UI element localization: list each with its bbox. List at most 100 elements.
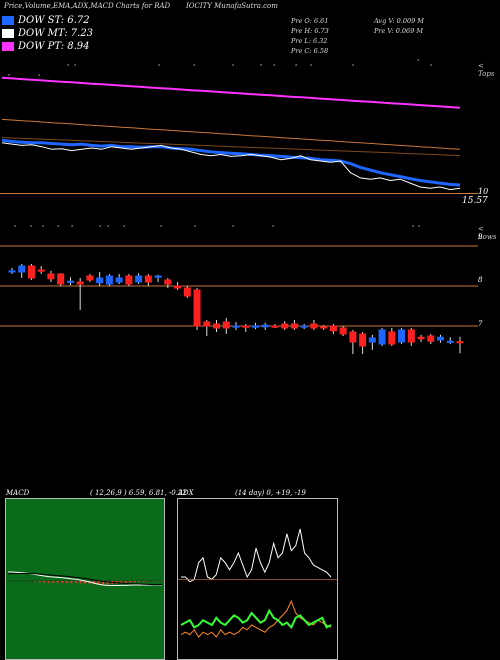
top-marker-13: ° bbox=[430, 64, 433, 70]
candle-marker-12: ° bbox=[412, 225, 415, 231]
candle-body-15 bbox=[154, 275, 162, 278]
legend-pt-swatch bbox=[2, 42, 14, 51]
info-prev-low: Pre L: 6.32 bbox=[291, 37, 328, 45]
candle-body-17 bbox=[174, 285, 182, 289]
candle-body-13 bbox=[135, 275, 143, 283]
candle-body-21 bbox=[213, 323, 221, 329]
candle-body-26 bbox=[261, 324, 269, 328]
candle-body-29 bbox=[290, 323, 298, 329]
top-marker-8: ° bbox=[273, 64, 276, 70]
candle-body-11 bbox=[115, 277, 123, 283]
top-marker-3: ° bbox=[74, 64, 77, 70]
adx-line bbox=[181, 528, 332, 583]
candle-tick-8: 8 bbox=[478, 276, 483, 284]
candle-body-33 bbox=[329, 325, 337, 332]
candle-body-18 bbox=[183, 287, 191, 297]
ema-brown-line bbox=[1, 118, 461, 150]
candle-body-27 bbox=[271, 325, 279, 328]
dow-pt-line bbox=[1, 76, 461, 109]
candle-marker-5: ° bbox=[99, 225, 102, 231]
top-axis-label: < Tops bbox=[478, 62, 495, 78]
candle-body-4 bbox=[47, 273, 55, 280]
candle-axis-label: < Lows bbox=[478, 225, 497, 241]
candle-body-28 bbox=[281, 323, 289, 329]
candle-body-45 bbox=[446, 340, 454, 343]
candle-body-34 bbox=[339, 327, 347, 335]
candle-body-25 bbox=[251, 325, 259, 328]
candle-body-3 bbox=[37, 269, 45, 272]
candle-body-6 bbox=[66, 280, 74, 283]
info-prev-open: Pre O: 6.61 bbox=[291, 17, 329, 25]
top-marker-4: ° bbox=[158, 64, 161, 70]
macd-panel bbox=[5, 498, 165, 660]
candle-body-23 bbox=[232, 325, 240, 328]
adx-title: ADX bbox=[178, 489, 194, 497]
candle-body-0 bbox=[8, 270, 16, 273]
info-prev-close: Pre C: 6.58 bbox=[291, 47, 329, 55]
info-prev-vol: Pre V: 0.069 M bbox=[374, 27, 424, 35]
candle-body-5 bbox=[57, 273, 65, 285]
adx-params: (14 day) 0, +19, -19 bbox=[235, 489, 306, 497]
top-marker-1: ° bbox=[38, 74, 41, 80]
top-marker-7: ° bbox=[260, 64, 263, 70]
candle-marker-3: ° bbox=[57, 225, 60, 231]
candle-body-42 bbox=[417, 336, 425, 340]
macd-title: MACD bbox=[6, 489, 30, 497]
legend-pt: DOW PT: 8.94 bbox=[2, 41, 90, 52]
chart-header-right: IOCITY MunafaSutra.com bbox=[186, 2, 278, 10]
adx-panel bbox=[177, 498, 338, 660]
candle-body-2 bbox=[27, 265, 35, 279]
candle-marker-11: ° bbox=[272, 225, 275, 231]
candle-body-38 bbox=[378, 329, 386, 345]
legend-pt-label: DOW PT: 8.94 bbox=[18, 41, 90, 52]
candle-body-7 bbox=[76, 281, 84, 285]
candle-body-40 bbox=[398, 329, 406, 343]
candle-body-19 bbox=[193, 289, 201, 327]
candle-marker-13: ° bbox=[418, 225, 421, 231]
candle-body-30 bbox=[300, 325, 308, 328]
candle-marker-10: ° bbox=[232, 225, 235, 231]
macd-background bbox=[6, 499, 164, 659]
legend-mt-label: DOW MT: 7.23 bbox=[18, 28, 94, 39]
top-marker-5: ° bbox=[193, 64, 196, 70]
candle-marker-2: ° bbox=[42, 225, 45, 231]
top-marker-0: ° bbox=[8, 74, 11, 80]
candle-marker-9: ° bbox=[194, 225, 197, 231]
legend-mt: DOW MT: 7.23 bbox=[2, 28, 93, 39]
candle-body-46 bbox=[456, 341, 464, 344]
candle-body-24 bbox=[242, 325, 250, 328]
candle-body-9 bbox=[96, 277, 104, 284]
candle-body-39 bbox=[388, 331, 396, 345]
info-avg-vol: Avg V: 0.009 M bbox=[374, 17, 424, 25]
adx-chart bbox=[178, 528, 337, 638]
candle-body-37 bbox=[368, 337, 376, 343]
top-marker-6: ° bbox=[232, 64, 235, 70]
top-level-label: 10 bbox=[478, 187, 489, 196]
legend-st-swatch bbox=[2, 16, 14, 25]
candle-tick-9: 9 bbox=[478, 233, 483, 241]
ema-dark-line bbox=[1, 137, 461, 156]
legend-st: DOW ST: 6.72 bbox=[2, 15, 90, 26]
candle-marker-6: ° bbox=[107, 225, 110, 231]
candle-tick-7: 7 bbox=[478, 320, 483, 328]
candle-body-12 bbox=[125, 275, 133, 285]
candle-marker-1: ° bbox=[30, 225, 33, 231]
top-last-value: 15.57 bbox=[462, 196, 488, 206]
legend-mt-swatch bbox=[2, 29, 14, 38]
candle-body-22 bbox=[222, 321, 230, 329]
macd-params: ( 12,26,9 ) 6.59, 6.81, -0.22 bbox=[90, 489, 187, 497]
top-marker-2: ° bbox=[67, 64, 70, 70]
candle-marker-4: ° bbox=[71, 225, 74, 231]
candle-body-31 bbox=[310, 323, 318, 329]
top-marker-11: ° bbox=[352, 64, 355, 70]
candle-body-32 bbox=[320, 326, 328, 329]
candle-body-10 bbox=[105, 275, 113, 285]
candle-marker-8: ° bbox=[160, 225, 163, 231]
macd-chart bbox=[6, 499, 164, 659]
candle-body-44 bbox=[437, 336, 445, 341]
candle-marker-0: ° bbox=[14, 225, 17, 231]
candle-marker-7: ° bbox=[123, 225, 126, 231]
candle-body-14 bbox=[144, 275, 152, 283]
candle-body-8 bbox=[86, 275, 94, 281]
chart-header-left: Price,Volume,EMA,ADX,MACD Charts for RAD bbox=[4, 2, 171, 10]
